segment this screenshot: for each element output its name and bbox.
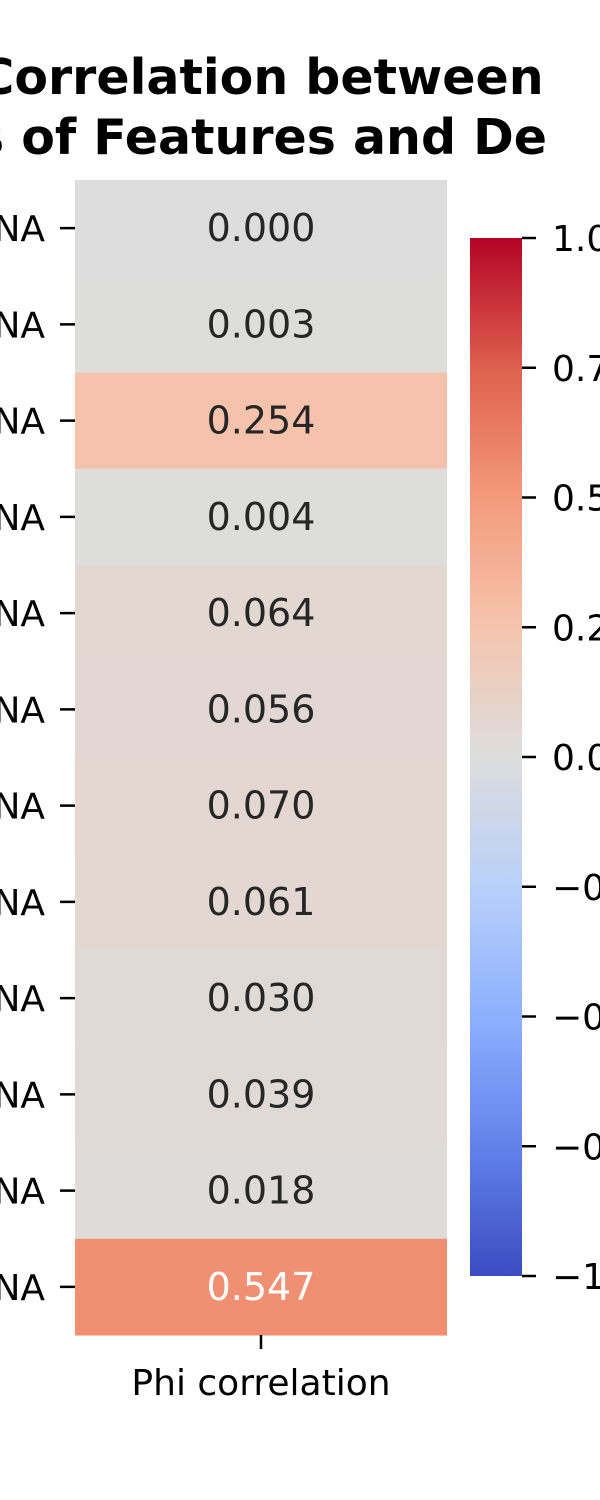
- colorbar-axis: 1.0 0.7 0.5 0.2 0.0 −0 −0 −0 −1: [522, 219, 600, 1298]
- heatmap-cell: [75, 565, 447, 662]
- heatmap-cell: [75, 950, 447, 1047]
- y-tick-label: NA: [0, 1172, 45, 1213]
- colorbar-tick-label: 0.5: [552, 479, 600, 520]
- cell-value-label: 0.039: [207, 1072, 316, 1116]
- y-tick-label: NA: [0, 1268, 45, 1309]
- heatmap-cell: [75, 1046, 447, 1143]
- colorbar-tick-label: −1: [552, 1257, 600, 1298]
- heatmap-cell: [75, 372, 447, 470]
- cell-value-label: 0.064: [207, 591, 316, 635]
- colorbar-tick-label: 0.2: [552, 608, 600, 649]
- cell-value-label: 0.070: [207, 784, 316, 828]
- colorbar-tick-label: −0: [552, 868, 600, 909]
- x-axis: Phi correlation: [131, 1335, 391, 1404]
- heatmap-cell: [75, 180, 447, 277]
- y-tick-label: NA: [0, 305, 45, 346]
- colorbar-tick-label: 1.0: [552, 219, 600, 260]
- colorbar-tick-label: −0: [552, 998, 600, 1039]
- y-tick-label: NA: [0, 1075, 45, 1116]
- y-tick-label: NA: [0, 209, 45, 250]
- cell-value-label: 0.056: [207, 687, 316, 731]
- cell-value-label: 0.004: [207, 495, 316, 539]
- cell-value-label: 0.061: [207, 880, 316, 924]
- colorbar-tick-label: 0.0: [552, 738, 600, 779]
- heatmap-cell: [75, 468, 447, 566]
- colorbar-tick-label: 0.7: [552, 349, 600, 390]
- heatmap-cell: [75, 1142, 447, 1240]
- cell-value-label: 0.018: [207, 1169, 316, 1213]
- colorbar: [470, 238, 522, 1276]
- cell-value-label: 0.547: [207, 1265, 316, 1309]
- heatmap-cell: [75, 853, 447, 951]
- y-tick-label: NA: [0, 594, 45, 635]
- heatmap-cell: [75, 1238, 447, 1336]
- cell-value-label: 0.030: [207, 976, 316, 1020]
- x-tick-label: Phi correlation: [131, 1363, 390, 1404]
- y-tick-label: NA: [0, 979, 45, 1020]
- y-tick-label: NA: [0, 498, 45, 539]
- y-tick-label: NA: [0, 883, 45, 924]
- heatmap-cell: [75, 661, 447, 758]
- heatmap-cell: [75, 757, 447, 855]
- colorbar-tick-label: −0: [552, 1127, 600, 1168]
- y-tick-label: NA: [0, 402, 45, 443]
- heatmap-cells: 0.000 0.003 0.254 0.004 0.064 0.056 0.070 0.061…: [75, 180, 447, 1336]
- cell-value-label: 0.000: [207, 206, 316, 250]
- y-axis: NA NA NA NA NA NA NA NA NA NA NA NA: [0, 209, 75, 1309]
- cell-value-label: 0.003: [207, 302, 316, 346]
- chart-title-line-2: s of Features and De: [0, 109, 547, 166]
- y-tick-label: NA: [0, 787, 45, 828]
- heatmap-cell: [75, 276, 447, 373]
- cell-value-label: 0.254: [207, 399, 316, 443]
- y-tick-label: NA: [0, 690, 45, 731]
- chart-title-line-1: Correlation between: [0, 49, 544, 106]
